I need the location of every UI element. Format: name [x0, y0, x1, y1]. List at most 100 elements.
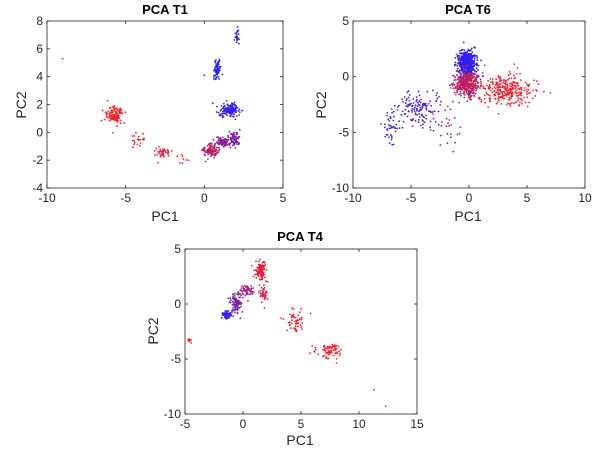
data-point [204, 151, 207, 154]
data-point [468, 49, 471, 52]
data-point [460, 79, 463, 82]
data-point [417, 90, 420, 93]
data-point [252, 275, 255, 278]
data-point [467, 59, 470, 62]
data-point [463, 69, 466, 72]
data-point [465, 79, 467, 82]
data-point [392, 119, 395, 122]
data-point [445, 117, 448, 120]
data-point [330, 349, 333, 352]
data-point [520, 94, 522, 97]
data-point [235, 136, 238, 138]
data-point [474, 73, 477, 76]
data-point [325, 351, 327, 353]
data-point [262, 292, 264, 294]
data-point [203, 153, 206, 156]
data-point [485, 91, 488, 94]
data-point [290, 316, 293, 319]
y-tick-label: -5 [338, 125, 349, 139]
data-point [466, 93, 469, 96]
data-point [211, 153, 214, 156]
data-point [511, 82, 513, 85]
data-point [477, 81, 480, 84]
data-point [497, 93, 499, 96]
data-point [415, 96, 418, 98]
data-point [291, 314, 293, 317]
data-point [404, 113, 407, 115]
data-point [422, 103, 424, 105]
data-point [293, 315, 295, 318]
data-point [434, 120, 437, 123]
data-point [460, 57, 463, 60]
data-point [449, 87, 452, 89]
data-point [235, 106, 238, 109]
data-point [323, 344, 325, 347]
data-point [459, 95, 462, 97]
data-point [453, 117, 456, 119]
data-point [477, 69, 479, 71]
data-point [208, 146, 211, 149]
data-point [403, 96, 406, 98]
data-point [323, 349, 326, 352]
data-point [475, 89, 477, 92]
data-point [526, 90, 529, 93]
data-point [469, 80, 472, 82]
data-point [218, 141, 221, 144]
data-point [232, 306, 235, 309]
data-point [287, 321, 290, 324]
data-point [470, 91, 473, 94]
data-point [414, 120, 417, 122]
data-point [487, 86, 490, 88]
data-point [226, 143, 229, 146]
data-point [233, 295, 236, 297]
data-point [231, 104, 234, 107]
data-point [264, 276, 266, 279]
data-point [450, 124, 452, 126]
data-point [131, 135, 134, 137]
data-point [499, 83, 502, 85]
data-point [238, 108, 241, 111]
data-point [253, 269, 255, 272]
data-point [495, 81, 498, 84]
data-point [486, 93, 488, 96]
data-point [471, 85, 474, 88]
y-tick-label: 5 [342, 14, 349, 28]
data-point [463, 72, 465, 75]
data-point [235, 35, 237, 38]
data-point [476, 57, 479, 59]
data-point [436, 92, 438, 94]
data-point [527, 88, 530, 91]
data-point [224, 313, 227, 315]
data-point [386, 112, 389, 114]
data-point [334, 347, 336, 350]
data-point [234, 292, 237, 295]
data-point [402, 121, 405, 123]
data-point [292, 308, 295, 310]
data-point [536, 90, 538, 92]
data-point [483, 94, 486, 97]
data-point [225, 317, 228, 320]
pca-t4-subplot: PCA T4 PC1 PC2 -5 0 5 10 15-10-505 [145, 229, 424, 448]
y-tick-label: -10 [164, 407, 182, 421]
data-point [181, 155, 184, 158]
data-point [265, 280, 267, 282]
data-point [524, 81, 527, 84]
data-point [118, 117, 120, 120]
data-point [473, 69, 476, 72]
data-point [224, 316, 227, 318]
data-point [511, 102, 513, 104]
data-point [280, 317, 282, 320]
data-point [520, 98, 523, 101]
data-point [492, 81, 494, 84]
data-point [467, 67, 470, 70]
data-point [209, 149, 212, 151]
data-point [448, 119, 451, 121]
data-point [519, 73, 521, 75]
y-tick-label: 0 [36, 125, 43, 139]
data-point [238, 114, 241, 116]
data-point [106, 112, 108, 115]
data-point [503, 86, 505, 89]
data-point [230, 140, 233, 142]
data-point [236, 26, 239, 28]
data-point [459, 85, 461, 87]
